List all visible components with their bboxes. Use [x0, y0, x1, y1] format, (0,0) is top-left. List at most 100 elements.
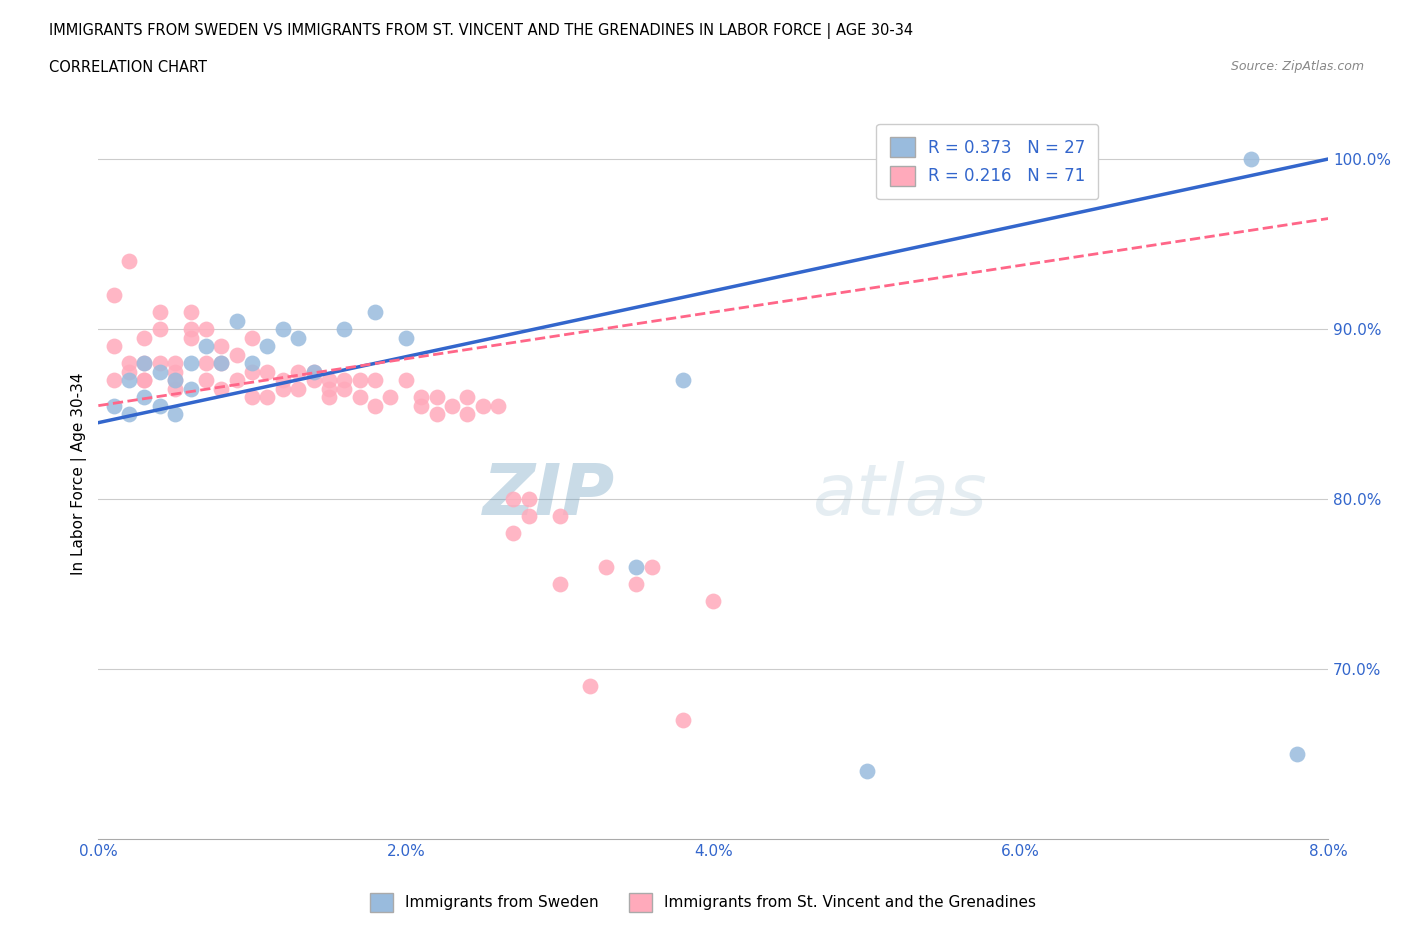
Point [118, 254, 141, 269]
Point [380, 390, 402, 405]
Point [225, 373, 247, 388]
Point [364, 373, 387, 388]
Point [548, 509, 571, 524]
Point [1286, 747, 1309, 762]
Point [134, 355, 156, 370]
Legend: R = 0.373   N = 27, R = 0.216   N = 71: R = 0.373 N = 27, R = 0.216 N = 71 [876, 124, 1098, 199]
Point [333, 322, 356, 337]
Point [118, 373, 141, 388]
Point [256, 365, 278, 379]
Point [318, 373, 340, 388]
Point [471, 398, 494, 413]
Point [302, 365, 325, 379]
Point [134, 390, 156, 405]
Point [194, 339, 217, 353]
Point [287, 365, 309, 379]
Point [209, 339, 232, 353]
Point [118, 365, 141, 379]
Point [548, 577, 571, 591]
Point [318, 381, 340, 396]
Point [411, 398, 433, 413]
Point [502, 492, 524, 507]
Text: CORRELATION CHART: CORRELATION CHART [49, 60, 207, 75]
Point [302, 365, 325, 379]
Point [240, 365, 263, 379]
Point [134, 330, 156, 345]
Point [333, 373, 356, 388]
Text: atlas: atlas [811, 461, 986, 530]
Point [256, 390, 278, 405]
Text: Source: ZipAtlas.com: Source: ZipAtlas.com [1230, 60, 1364, 73]
Point [1240, 152, 1263, 166]
Point [134, 355, 156, 370]
Point [395, 330, 418, 345]
Point [180, 330, 202, 345]
Point [333, 381, 356, 396]
Point [134, 373, 156, 388]
Point [440, 398, 463, 413]
Point [486, 398, 509, 413]
Point [349, 373, 371, 388]
Point [165, 406, 187, 421]
Point [134, 373, 156, 388]
Point [165, 381, 187, 396]
Point [180, 381, 202, 396]
Point [287, 330, 309, 345]
Point [209, 355, 232, 370]
Point [425, 406, 447, 421]
Point [287, 381, 309, 396]
Point [364, 305, 387, 320]
Point [425, 390, 447, 405]
Point [456, 406, 478, 421]
Point [411, 390, 433, 405]
Text: IMMIGRANTS FROM SWEDEN VS IMMIGRANTS FROM ST. VINCENT AND THE GRENADINES IN LABO: IMMIGRANTS FROM SWEDEN VS IMMIGRANTS FRO… [49, 23, 914, 39]
Point [165, 373, 187, 388]
Point [671, 373, 693, 388]
Point [149, 322, 172, 337]
Point [165, 355, 187, 370]
Point [702, 593, 724, 608]
Y-axis label: In Labor Force | Age 30-34: In Labor Force | Age 30-34 [72, 372, 87, 575]
Point [502, 525, 524, 540]
Point [364, 398, 387, 413]
Point [149, 305, 172, 320]
Point [118, 355, 141, 370]
Point [180, 355, 202, 370]
Point [180, 305, 202, 320]
Point [302, 373, 325, 388]
Point [240, 390, 263, 405]
Point [856, 764, 879, 778]
Text: ZIP: ZIP [482, 461, 614, 530]
Point [271, 373, 294, 388]
Point [103, 398, 125, 413]
Point [240, 355, 263, 370]
Point [456, 390, 478, 405]
Point [209, 355, 232, 370]
Point [626, 577, 648, 591]
Point [579, 679, 602, 694]
Point [318, 390, 340, 405]
Point [626, 560, 648, 575]
Point [194, 355, 217, 370]
Point [595, 560, 617, 575]
Point [103, 287, 125, 302]
Point [671, 712, 693, 727]
Point [271, 381, 294, 396]
Point [225, 313, 247, 328]
Point [240, 330, 263, 345]
Point [194, 322, 217, 337]
Point [517, 509, 540, 524]
Point [103, 339, 125, 353]
Point [271, 322, 294, 337]
Point [149, 365, 172, 379]
Point [103, 373, 125, 388]
Point [180, 322, 202, 337]
Point [209, 381, 232, 396]
Point [165, 365, 187, 379]
Point [256, 339, 278, 353]
Point [225, 347, 247, 362]
Point [118, 406, 141, 421]
Point [165, 373, 187, 388]
Point [194, 373, 217, 388]
Point [349, 390, 371, 405]
